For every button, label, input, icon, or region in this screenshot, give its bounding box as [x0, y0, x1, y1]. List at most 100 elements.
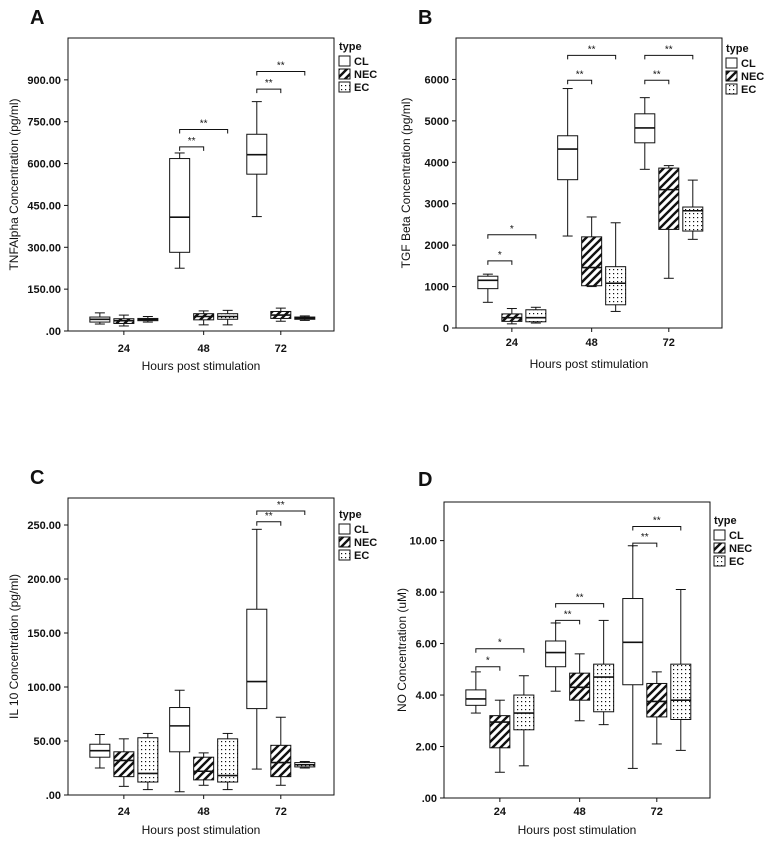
significance-label: *	[486, 656, 490, 667]
x-tick-label: 24	[118, 343, 131, 355]
box-ec-72	[294, 315, 316, 321]
box-iqr	[525, 309, 547, 323]
significance-label: *	[498, 250, 502, 261]
y-tick-label: 100.00	[27, 682, 61, 694]
box-cl-72	[246, 528, 268, 770]
significance-line	[555, 603, 605, 608]
legend-title: type	[726, 43, 749, 55]
box-ec-24	[525, 306, 547, 324]
box-iqr	[489, 715, 511, 749]
significance-label: *	[510, 224, 514, 235]
significance-bracket: *	[475, 638, 525, 653]
significance-bracket: **	[644, 44, 694, 60]
x-tick-label: 48	[586, 337, 598, 349]
chart-panel-d: D .00 2.00 4.00 6.00 8.00 10.00 24 48 72 Hours pos…	[395, 469, 752, 837]
chart-panel-a: A .00 150.00 300.00 450.00 600.00 750.00 900.00…	[7, 7, 377, 373]
x-tick-label: 72	[663, 337, 675, 349]
legend-label: CL	[354, 56, 369, 68]
significance-label: **	[265, 78, 273, 89]
legend-label: EC	[729, 556, 744, 568]
significance-label: **	[641, 532, 649, 543]
box-iqr	[658, 167, 680, 230]
box-cl-72	[246, 101, 268, 218]
legend-swatch	[713, 555, 726, 567]
y-tick-label: .00	[422, 793, 437, 805]
box-cl-24	[89, 312, 111, 325]
plot-frame	[455, 37, 723, 329]
box-cl-48	[169, 152, 191, 269]
legend-label: EC	[354, 82, 369, 94]
box-iqr	[270, 744, 292, 778]
box-iqr	[246, 608, 268, 710]
significance-line	[567, 54, 617, 60]
significance-bracket: **	[567, 44, 617, 60]
box-iqr	[137, 737, 159, 783]
y-tick-label: .00	[46, 790, 61, 802]
legend-title: type	[339, 41, 362, 53]
x-tick-label: 48	[198, 343, 210, 355]
box-iqr	[113, 751, 135, 778]
box-nec-24	[113, 738, 135, 787]
significance-label: **	[265, 511, 273, 522]
box-iqr	[477, 275, 499, 290]
y-tick-label: 1000	[425, 282, 449, 294]
significance-line	[475, 666, 501, 671]
box-iqr	[193, 756, 215, 781]
significance-line	[487, 234, 537, 239]
panel-letter: B	[418, 7, 432, 29]
y-tick-label: 4.00	[416, 690, 437, 702]
x-axis-title: Hours post stimulation	[142, 359, 261, 373]
chart-panel-b: B 0 1000 2000 3000 4000 5000 6000 24 48 72 Hours po…	[399, 7, 764, 371]
significance-line	[475, 648, 525, 653]
y-tick-label: 200.00	[27, 574, 61, 586]
legend-swatch	[725, 83, 738, 95]
significance-line	[487, 260, 513, 265]
legend-swatch	[725, 57, 738, 69]
box-ec-24	[137, 732, 159, 791]
box-nec-48	[581, 216, 603, 288]
legend-swatch	[713, 542, 726, 554]
significance-label: **	[277, 60, 285, 71]
legend-label: CL	[741, 58, 756, 70]
box-iqr	[545, 640, 567, 668]
significance-line	[632, 525, 682, 531]
x-axis-title: Hours post stimulation	[530, 357, 649, 371]
box-nec-24	[489, 699, 511, 773]
significance-line	[256, 70, 306, 76]
y-tick-label: 3000	[425, 199, 449, 211]
legend-swatch	[338, 536, 351, 548]
significance-line	[256, 88, 282, 94]
significance-line	[632, 542, 658, 548]
significance-line	[179, 146, 205, 151]
box-ec-72	[682, 179, 704, 240]
box-ec-48	[217, 309, 239, 326]
legend-swatch	[725, 70, 738, 82]
box-iqr	[169, 158, 191, 253]
y-tick-label: 6.00	[416, 639, 437, 651]
box-nec-72	[658, 165, 680, 279]
box-iqr	[557, 135, 579, 181]
chart-panel-c: C .00 50.00 100.00 150.00 200.00 250.00 24 48 72 H…	[7, 467, 377, 837]
box-iqr	[670, 663, 692, 720]
legend-label: NEC	[729, 543, 752, 555]
significance-bracket: **	[179, 136, 205, 151]
box-iqr	[465, 689, 487, 706]
x-tick-label: 24	[494, 806, 507, 818]
box-nec-48	[569, 653, 591, 722]
significance-line	[644, 79, 670, 85]
y-tick-label: 150.00	[27, 628, 61, 640]
y-tick-label: 0	[443, 323, 449, 335]
significance-bracket: *	[475, 656, 501, 671]
box-iqr	[682, 206, 704, 232]
y-axis-title: TNFAlpha Concentration (pg/ml)	[7, 98, 21, 270]
box-cl-72	[634, 97, 656, 170]
box-ec-48	[593, 619, 615, 726]
y-axis-title: NO Concentration (uM)	[395, 588, 409, 712]
x-tick-label: 48	[198, 806, 210, 818]
y-axis-title: IL 10 Concentration (pg/ml)	[7, 574, 21, 719]
box-nec-48	[193, 752, 215, 786]
